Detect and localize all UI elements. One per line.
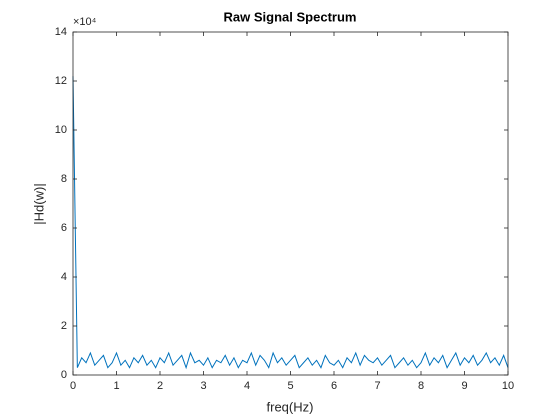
x-axis-label: freq(Hz)	[267, 399, 314, 414]
x-tick-label: 0	[70, 380, 76, 392]
y-axis-label: |Hd(w)|	[31, 183, 46, 224]
x-tick-label: 1	[113, 380, 119, 392]
x-tick-label: 6	[331, 380, 337, 392]
y-tick-label: 8	[61, 173, 67, 185]
x-tick-label: 8	[418, 380, 424, 392]
x-tick-label: 2	[157, 380, 163, 392]
y-tick-label: 14	[55, 26, 67, 38]
x-tick-label: 7	[374, 380, 380, 392]
x-tick-label: 3	[200, 380, 206, 392]
y-tick-label: 6	[61, 222, 67, 234]
y-tick-label: 4	[61, 271, 67, 283]
x-tick-label: 5	[287, 380, 293, 392]
x-tick-label: 4	[244, 380, 250, 392]
y-tick-label: 12	[55, 75, 67, 87]
chart-title: Raw Signal Spectrum	[224, 9, 357, 24]
x-tick-label: 9	[461, 380, 467, 392]
y-exponent: ×10⁴	[73, 16, 97, 28]
y-tick-label: 10	[55, 124, 67, 136]
y-tick-label: 2	[61, 320, 67, 332]
x-tick-label: 10	[502, 380, 514, 392]
y-tick-label: 0	[61, 369, 67, 381]
data-line	[72, 76, 509, 370]
